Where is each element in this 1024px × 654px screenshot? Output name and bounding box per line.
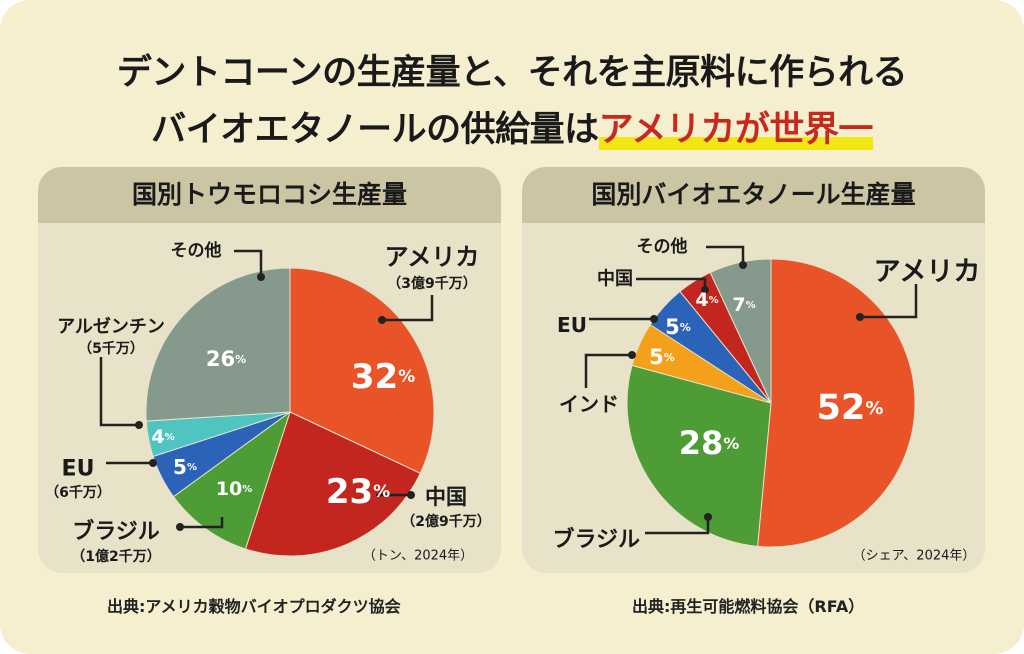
ethanol-leader-dot-0: [856, 313, 864, 321]
corn-production-panel: 国別トウモロコシ生産量 32% アメリカ （3億9千万） 23% 中国 （2億9千万） 10…: [38, 167, 501, 573]
ethanol-leader-5: [706, 245, 745, 265]
ethanol-value-label-2: 5%: [649, 345, 675, 369]
corn-category-sub-2: （1億2千万）: [71, 548, 160, 565]
corn-leader-5: [234, 249, 263, 277]
corn-leader-2: [180, 517, 224, 529]
ethanol-value-label-0: 52%: [817, 388, 884, 428]
ethanol-category-label-2: インド: [559, 392, 619, 416]
corn-value-label-1: 23%: [326, 472, 390, 512]
corn-leader-dot-2: [176, 523, 184, 531]
ethanol-leader-dot-1: [704, 513, 712, 521]
ethanol-value-label-5: 7%: [732, 294, 755, 316]
corn-leader-4: [99, 357, 139, 427]
corn-category-label-5: その他: [171, 240, 222, 261]
corn-value-label-3: 5%: [173, 455, 197, 479]
ethanol-production-panel: 国別バイオエタノール生産量 52% アメリカ 28% ブラジル 5% インド 5% EU 4% 中…: [522, 167, 985, 573]
ethanol-leader-2: [584, 353, 632, 388]
corn-category-sub-0: （3億9千万）: [387, 275, 476, 292]
corn-slice-5: [145, 267, 291, 422]
source-right: 出典:再生可能燃料協会（RFA）: [632, 597, 865, 616]
headline-line-2: バイオエタノールの供給量はアメリカが世界一: [0, 101, 1024, 152]
corn-value-label-4: 4%: [151, 426, 174, 448]
ethanol-category-label-5: その他: [637, 236, 688, 257]
source-left: 出典:アメリカ穀物バイオプロダクツ協会: [107, 597, 401, 616]
corn-category-label-4: アルゼンチン: [57, 316, 165, 338]
corn-value-label-5: 26%: [206, 347, 246, 371]
ethanol-value-label-4: 4%: [695, 289, 718, 311]
ethanol-value-label-3: 5%: [665, 315, 691, 339]
ethanol-value-label-1: 28%: [679, 424, 740, 462]
corn-category-label-0: アメリカ: [385, 243, 480, 271]
ethanol-leader-dot-2: [628, 351, 636, 359]
corn-category-label-3: EU: [62, 457, 95, 482]
corn-slice-2: [172, 410, 291, 550]
corn-leader-dot-4: [135, 421, 143, 429]
corn-leader-dot-0: [378, 316, 386, 324]
ethanol-leader-dot-5: [739, 261, 747, 269]
corn-leader-dot-3: [149, 459, 157, 467]
headline-accent: アメリカが世界一: [598, 110, 873, 150]
corn-leader-dot-5: [257, 273, 265, 281]
corn-leader-0: [382, 295, 434, 322]
ethanol-leader-1: [645, 517, 710, 535]
ethanol-category-label-3: EU: [557, 313, 587, 337]
headline-line-1: デントコーンの生産量と、それを主原料に作られる: [116, 53, 908, 93]
ethanol-category-label-0: アメリカ: [874, 257, 981, 288]
corn-category-label-2: ブラジル: [72, 519, 160, 545]
corn-unit-note: （トン、2024年）: [363, 549, 473, 564]
ethanol-leader-dot-3: [650, 315, 658, 323]
ethanol-slice-1: [626, 364, 772, 547]
corn-pie-chart: 32% アメリカ （3億9千万） 23% 中国 （2億9千万） 10% ブラジル （1億2千万）…: [45, 240, 491, 565]
ethanol-category-label-4: 中国: [597, 268, 633, 290]
corn-category-sub-3: （6千万）: [45, 484, 111, 501]
ethanol-leader-dot-4: [701, 286, 709, 294]
headline-plain: バイオエタノールの供給量は: [151, 110, 599, 150]
ethanol-chart-title: 国別バイオエタノール生産量: [522, 167, 985, 223]
corn-value-label-0: 32%: [351, 357, 415, 397]
corn-category-sub-1: （2億9千万）: [401, 513, 490, 530]
ethanol-unit-note: （シェア、2024年）: [853, 549, 976, 564]
corn-value-label-2: 10%: [216, 478, 252, 500]
ethanol-category-label-1: ブラジル: [552, 527, 640, 553]
corn-category-label-1: 中国: [425, 485, 467, 509]
ethanol-leader-0: [860, 284, 918, 319]
ethanol-pie-chart: 52% アメリカ 28% ブラジル 5% インド 5% EU 4% 中国 7% その他 （シェア、202…: [552, 236, 981, 564]
corn-leader-dot-1: [407, 491, 415, 499]
corn-chart-title: 国別トウモロコシ生産量: [38, 167, 501, 223]
corn-category-sub-4: （5千万）: [78, 340, 144, 357]
ethanol-slice-0: [757, 258, 916, 548]
